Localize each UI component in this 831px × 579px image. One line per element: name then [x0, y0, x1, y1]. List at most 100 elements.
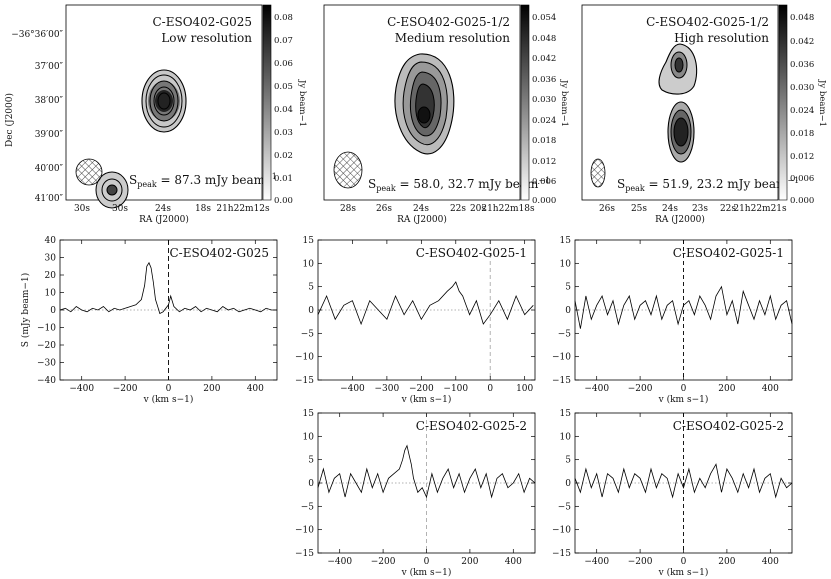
svg-text:0.042: 0.042: [532, 54, 556, 64]
spectrum-line: [574, 463, 793, 499]
svg-text:−36°36′00″: −36°36′00″: [11, 30, 63, 40]
y-tick-label: 10: [560, 259, 572, 269]
x-tick-label: 0: [681, 384, 687, 394]
svg-text:21h22m12s: 21h22m12s: [216, 204, 270, 214]
y-tick-label: 15: [560, 236, 572, 246]
x-tick-label: −400: [584, 557, 609, 567]
y-tick-label: 0: [565, 479, 571, 489]
svg-text:0.05: 0.05: [274, 82, 293, 92]
svg-text:40′00″: 40′00″: [35, 164, 64, 174]
svg-text:22s: 22s: [720, 204, 736, 214]
colorbar-label: Jy beam−1: [817, 79, 827, 127]
y-tick-label: −10: [552, 353, 571, 363]
svg-text:0.036: 0.036: [790, 60, 814, 70]
y-tick-label: 5: [308, 456, 314, 466]
source-contours: [658, 43, 698, 163]
x-tick-label: 200: [203, 384, 220, 394]
y-tick-label: −15: [295, 549, 314, 559]
svg-text:0.012: 0.012: [790, 152, 814, 162]
x-tick-label: 400: [247, 384, 264, 394]
x-axis-label: v (km s−1): [658, 567, 709, 578]
x-tick-label: 400: [762, 557, 779, 567]
svg-text:0.054: 0.054: [532, 13, 556, 23]
svg-text:20s: 20s: [470, 204, 486, 214]
y-tick-label: −15: [552, 376, 571, 386]
x-axis-label: v (km s−1): [401, 567, 452, 578]
y-tick-label: 0: [308, 306, 314, 316]
svg-text:24s: 24s: [662, 204, 678, 214]
y-tick-label: 10: [303, 259, 315, 269]
ra-tick-labels: 26s 25s 24s 23s 22s 21h22m21s: [599, 204, 787, 214]
y-tick-label: −10: [295, 526, 314, 536]
y-tick-label: 0: [50, 306, 56, 316]
svg-text:0.048: 0.048: [790, 13, 814, 23]
x-tick-label: 0: [487, 384, 493, 394]
y-tick-label: 10: [303, 432, 315, 442]
dec-tick-labels: −36°36′00″ 37′00″ 38′00″ 39′00″ 40′00″ 4…: [11, 30, 63, 204]
colorbar: [520, 4, 530, 201]
y-tick-label: −10: [552, 526, 571, 536]
svg-text:0.048: 0.048: [532, 34, 556, 44]
colorbar-ticks: 0.054 0.048 0.042 0.036 0.030 0.024 0.01…: [532, 13, 556, 206]
map-subtitle: Low resolution: [161, 31, 252, 45]
svg-text:28s: 28s: [340, 204, 356, 214]
map-title: C-ESO402-G025-1/2: [646, 15, 769, 29]
svg-text:0.01: 0.01: [274, 174, 293, 184]
svg-text:24s: 24s: [413, 204, 429, 214]
spectrum-line: [317, 281, 534, 326]
y-tick-label: −40: [37, 376, 56, 386]
y-tick-label: −5: [558, 502, 572, 512]
y-tick-label: −5: [301, 329, 315, 339]
spectrum-panel: −400 −300 −200 −100 0 100 −15 −10 −5 0 5 10 15 C-ESO4…: [295, 236, 536, 405]
svg-text:30s: 30s: [112, 204, 128, 214]
y-tick-label: −5: [558, 329, 572, 339]
svg-text:0.042: 0.042: [790, 37, 814, 47]
map-title: C-ESO402-G025: [152, 15, 252, 29]
x-tick-label: −200: [628, 557, 653, 567]
dec-axis-label: Dec (J2000): [4, 93, 15, 147]
svg-text:0.024: 0.024: [790, 106, 814, 116]
svg-text:0.018: 0.018: [532, 136, 556, 146]
spectrum-line: [574, 285, 793, 329]
svg-text:0.06: 0.06: [274, 59, 293, 69]
spectrum-title: C-ESO402-G025-1: [673, 246, 784, 260]
y-axis-label: S (mJy beam−1): [20, 273, 31, 347]
svg-text:23s: 23s: [692, 204, 708, 214]
svg-text:0.04: 0.04: [274, 105, 293, 115]
y-tick-label: 10: [45, 289, 57, 299]
ra-tick-labels: 30s 30s 24s 18s 21h22m12s: [74, 204, 270, 214]
svg-text:0.00: 0.00: [274, 196, 293, 206]
svg-text:0.000: 0.000: [790, 196, 814, 206]
x-tick-label: 0: [166, 384, 172, 394]
svg-text:0.000: 0.000: [532, 196, 556, 206]
x-tick-label: −200: [371, 557, 396, 567]
svg-text:0.036: 0.036: [532, 75, 556, 85]
source-contours: [394, 53, 455, 155]
svg-text:22s: 22s: [450, 204, 466, 214]
x-tick-label: 400: [505, 557, 522, 567]
spectrum-panel: −400 −200 0 200 400 −15 −10 −5 0 5 10 15 C-ESO402-G0…: [552, 236, 793, 405]
x-tick-label: −100: [443, 384, 468, 394]
map-panel-high: C-ESO402-G025-1/2 High resolution Speak …: [581, 4, 827, 225]
svg-text:0.08: 0.08: [274, 13, 293, 23]
spectra-group: −400 −200 0 200 400−40−30−20−10010203040C-ES…: [20, 236, 793, 578]
x-tick-label: −200: [628, 384, 653, 394]
y-tick-label: −20: [37, 341, 56, 351]
svg-text:21h22m21s: 21h22m21s: [733, 204, 787, 214]
colorbar: [262, 4, 272, 201]
y-tick-label: 30: [45, 254, 57, 264]
ra-tick-labels: 28s 26s 24s 22s 20s 21h22m18s: [340, 204, 535, 214]
x-tick-label: −200: [409, 384, 434, 394]
spectrum-panel: −400 −200 0 200 400 −15 −10 −5 0 5 10 15 C-ESO402-G0…: [295, 409, 536, 578]
spectrum-panel: −400 −200 0 200 400 −15 −10 −5 0 5 10 15 C-ESO402-G0…: [552, 409, 793, 578]
svg-text:0.02: 0.02: [274, 151, 293, 161]
colorbar-ticks: 0.08 0.07 0.06 0.05 0.04 0.03 0.02 0.01 …: [274, 13, 293, 206]
map-subtitle: High resolution: [674, 31, 769, 45]
y-tick-label: 40: [45, 236, 57, 246]
colorbar-label: Jy beam−1: [297, 79, 307, 127]
svg-text:0.07: 0.07: [274, 36, 293, 46]
peak-flux-label: Speak = 58.0, 32.7 mJy beam−1: [368, 176, 550, 193]
spectrum-title: C-ESO402-G025-2: [416, 419, 527, 433]
x-tick-label: 200: [461, 557, 478, 567]
